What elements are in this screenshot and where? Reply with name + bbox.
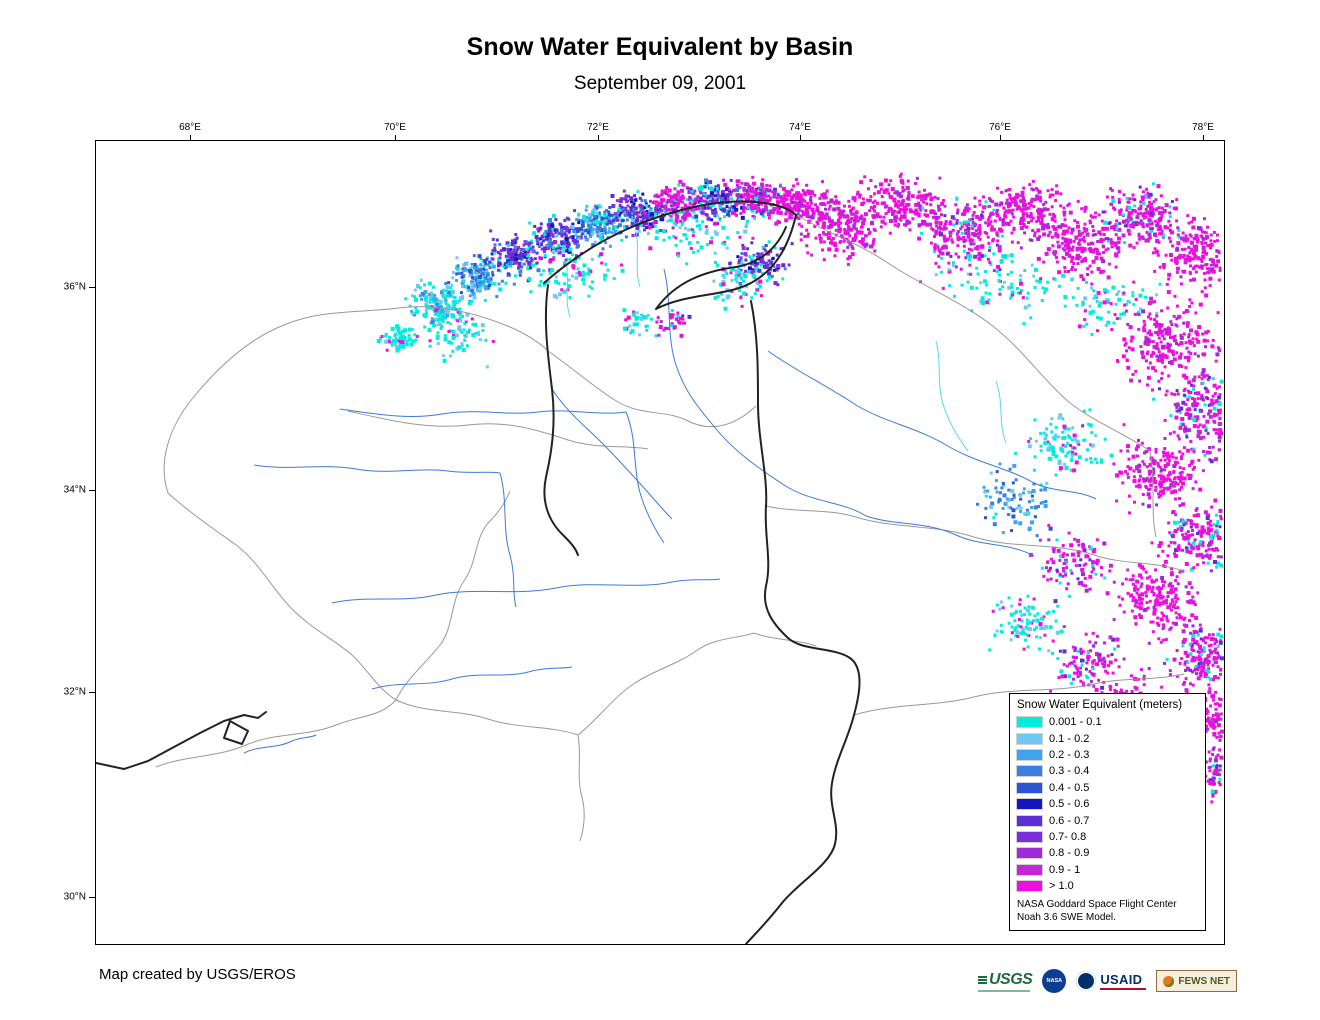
legend-swatch	[1016, 798, 1043, 811]
legend-swatch	[1016, 830, 1043, 843]
legend-item-label: 0.4 - 0.5	[1049, 781, 1090, 794]
lon-tick-label: 68°E	[179, 122, 201, 133]
legend-item-label: 0.9 - 1	[1049, 863, 1081, 876]
legend-item: 0.2 - 0.3	[1016, 747, 1198, 763]
legend-item-label: 0.7- 0.8	[1049, 830, 1087, 843]
lon-tick-label: 72°E	[587, 122, 609, 133]
map-frame: Snow Water Equivalent (meters) 0.001 - 0…	[95, 140, 1225, 945]
lat-tick	[89, 490, 95, 491]
lat-tick-label: 34°N	[63, 484, 86, 496]
map-credit: Map created by USGS/EROS	[99, 966, 296, 983]
legend-source-line: NASA Goddard Space Flight Center	[1017, 899, 1177, 911]
usaid-logo: USAID	[1076, 971, 1147, 991]
lon-tick	[190, 135, 191, 140]
lat-tick-label: 32°N	[63, 686, 86, 698]
lon-tick	[800, 135, 801, 140]
subbasin-boundaries	[155, 214, 1185, 842]
lat-tick	[89, 287, 95, 288]
legend-title: Snow Water Equivalent (meters)	[1017, 699, 1183, 711]
agency-logos: USGS NASA USAID FEWS NET	[978, 965, 1238, 997]
legend-item-label: > 1.0	[1049, 880, 1074, 893]
legend-item: 0.8 - 0.9	[1016, 845, 1198, 861]
usaid-logo-text: USAID	[1100, 972, 1143, 987]
map: 68°E 70°E 72°E 74°E 76°E 78°E 36°N 34°N …	[64, 122, 1225, 945]
legend-item-label: 0.6 - 0.7	[1049, 814, 1090, 827]
lat-tick	[89, 897, 95, 898]
fewsnet-logo-text: FEWS NET	[1178, 975, 1231, 987]
legend: Snow Water Equivalent (meters) 0.001 - 0…	[1009, 693, 1206, 932]
legend-item-label: 0.2 - 0.3	[1049, 748, 1090, 761]
usaid-tagline-bar	[1100, 988, 1147, 990]
legend-swatch	[1016, 863, 1043, 876]
mountain-streams	[565, 230, 1007, 452]
legend-item: 0.6 - 0.7	[1016, 812, 1198, 828]
legend-item: 0.3 - 0.4	[1016, 763, 1198, 779]
usaid-seal-icon	[1076, 971, 1097, 991]
lon-tick	[395, 135, 396, 140]
lon-tick-label: 78°E	[1192, 122, 1214, 133]
legend-items: 0.001 - 0.1 0.1 - 0.2 0.2 - 0.3 0.3 - 0.4 0.…	[1016, 714, 1198, 894]
legend-item: 0.4 - 0.5	[1016, 780, 1198, 796]
legend-source: NASA Goddard Space Flight Center Noah 3.…	[1017, 899, 1198, 924]
legend-swatch	[1016, 781, 1043, 794]
lat-tick	[89, 692, 95, 693]
lat-tick-label: 36°N	[63, 281, 86, 293]
lon-tick	[598, 135, 599, 140]
legend-item: 0.5 - 0.6	[1016, 796, 1198, 812]
lon-tick-label: 74°E	[789, 122, 811, 133]
nasa-logo: NASA	[1042, 969, 1067, 993]
legend-item: 0.7- 0.8	[1016, 829, 1198, 845]
legend-item: > 1.0	[1016, 878, 1198, 894]
page-subtitle: September 09, 2001	[573, 73, 747, 94]
legend-swatch	[1016, 814, 1043, 827]
lon-tick	[1203, 135, 1204, 140]
rivers	[243, 268, 1097, 754]
legend-swatch	[1016, 765, 1043, 778]
legend-swatch	[1016, 732, 1043, 745]
legend-item-label: 0.001 - 0.1	[1049, 716, 1102, 729]
nasa-logo-text: NASA	[1046, 978, 1063, 984]
legend-item: 0.1 - 0.2	[1016, 730, 1198, 746]
lat-tick-label: 30°N	[63, 891, 86, 903]
legend-swatch	[1016, 748, 1043, 761]
usgs-tagline-bar	[978, 989, 1030, 992]
main-basin-boundary	[96, 200, 861, 944]
usgs-logo: USGS	[978, 970, 1033, 992]
legend-swatch	[1016, 880, 1043, 893]
lon-tick	[1000, 135, 1001, 140]
legend-item-label: 0.1 - 0.2	[1049, 732, 1090, 745]
page-title: Snow Water Equivalent by Basin	[466, 33, 854, 61]
legend-item-label: 0.8 - 0.9	[1049, 847, 1090, 860]
fewsnet-logo: FEWS NET	[1156, 970, 1238, 992]
usgs-logo-text: USGS	[989, 970, 1033, 988]
legend-source-line: Noah 3.6 SWE Model.	[1017, 911, 1116, 923]
lon-tick-label: 76°E	[989, 122, 1011, 133]
legend-swatch	[1016, 716, 1043, 729]
legend-item: 0.001 - 0.1	[1016, 714, 1198, 730]
legend-item: 0.9 - 1	[1016, 862, 1198, 878]
legend-swatch	[1016, 847, 1043, 860]
legend-item-label: 0.3 - 0.4	[1049, 765, 1090, 778]
fewsnet-globe-icon	[1163, 975, 1175, 987]
usgs-wave-icon	[978, 975, 987, 984]
lon-tick-label: 70°E	[384, 122, 406, 133]
legend-item-label: 0.5 - 0.6	[1049, 798, 1090, 811]
